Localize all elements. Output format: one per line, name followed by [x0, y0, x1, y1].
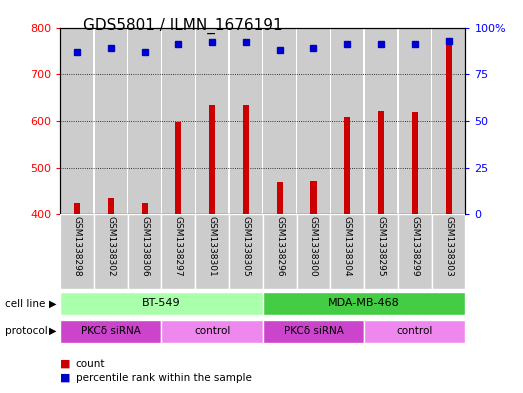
Bar: [196, 28, 229, 214]
Text: GSM1338304: GSM1338304: [343, 217, 352, 277]
Text: ▶: ▶: [49, 299, 56, 309]
Bar: [60, 214, 94, 289]
Bar: [433, 28, 465, 214]
Text: PKCδ siRNA: PKCδ siRNA: [283, 325, 344, 336]
Text: BT-549: BT-549: [142, 298, 181, 308]
Bar: [229, 28, 230, 214]
Bar: [195, 28, 196, 214]
Bar: [127, 28, 128, 214]
Bar: [94, 214, 128, 289]
Bar: [277, 182, 283, 214]
Text: GSM1338302: GSM1338302: [106, 217, 115, 277]
Bar: [142, 202, 147, 214]
Bar: [363, 28, 365, 214]
Bar: [128, 214, 162, 289]
Bar: [209, 105, 215, 214]
Bar: [162, 320, 263, 343]
Text: ▶: ▶: [49, 326, 56, 336]
Bar: [412, 112, 418, 214]
Bar: [162, 28, 195, 214]
Text: ■: ■: [60, 358, 71, 369]
Bar: [364, 320, 465, 343]
Text: ■: ■: [60, 373, 71, 383]
Text: GSM1338299: GSM1338299: [411, 217, 419, 277]
Text: GSM1338306: GSM1338306: [140, 217, 149, 277]
Bar: [61, 28, 93, 214]
Bar: [229, 214, 263, 289]
Bar: [344, 117, 350, 214]
Text: GSM1338295: GSM1338295: [377, 217, 385, 277]
Bar: [264, 28, 296, 214]
Text: GSM1338301: GSM1338301: [208, 217, 217, 277]
Text: percentile rank within the sample: percentile rank within the sample: [76, 373, 252, 383]
Bar: [60, 292, 263, 315]
Bar: [311, 181, 316, 214]
Bar: [60, 320, 162, 343]
Bar: [297, 28, 329, 214]
Bar: [162, 214, 195, 289]
Text: PKCδ siRNA: PKCδ siRNA: [81, 325, 141, 336]
Text: cell line: cell line: [5, 299, 46, 309]
Text: GDS5801 / ILMN_1676191: GDS5801 / ILMN_1676191: [83, 18, 283, 34]
Bar: [331, 28, 363, 214]
Bar: [365, 28, 397, 214]
Bar: [161, 28, 162, 214]
Bar: [74, 204, 80, 214]
Bar: [399, 28, 431, 214]
Bar: [195, 214, 229, 289]
Text: control: control: [194, 325, 230, 336]
Bar: [263, 292, 465, 315]
Text: GSM1338305: GSM1338305: [242, 217, 251, 277]
Text: control: control: [396, 325, 433, 336]
Text: protocol: protocol: [5, 326, 48, 336]
Bar: [95, 28, 127, 214]
Bar: [243, 105, 249, 214]
Bar: [175, 122, 181, 214]
Bar: [398, 214, 431, 289]
Bar: [263, 214, 297, 289]
Bar: [446, 42, 452, 214]
Text: GSM1338303: GSM1338303: [444, 217, 453, 277]
Bar: [431, 214, 465, 289]
Text: GSM1338297: GSM1338297: [174, 217, 183, 277]
Text: GSM1338300: GSM1338300: [309, 217, 318, 277]
Bar: [262, 28, 264, 214]
Bar: [364, 214, 398, 289]
Bar: [297, 214, 331, 289]
Bar: [128, 28, 161, 214]
Bar: [329, 28, 331, 214]
Text: GSM1338298: GSM1338298: [73, 217, 82, 277]
Bar: [296, 28, 297, 214]
Text: count: count: [76, 358, 105, 369]
Bar: [331, 214, 364, 289]
Bar: [263, 320, 364, 343]
Bar: [378, 110, 384, 214]
Bar: [431, 28, 433, 214]
Text: MDA-MB-468: MDA-MB-468: [328, 298, 400, 308]
Bar: [397, 28, 399, 214]
Bar: [93, 28, 95, 214]
Bar: [230, 28, 262, 214]
Text: GSM1338296: GSM1338296: [275, 217, 284, 277]
Bar: [108, 198, 114, 214]
